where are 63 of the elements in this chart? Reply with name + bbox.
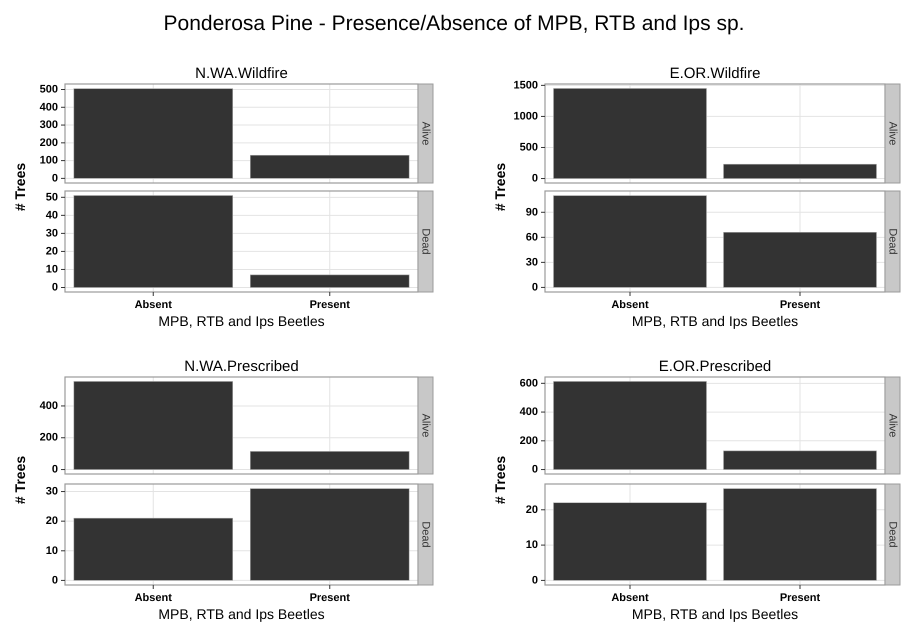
- chart-title: N.WA.Prescribed: [184, 358, 299, 375]
- x-tick-label: Present: [780, 299, 821, 311]
- y-tick-label: 20: [46, 515, 58, 528]
- x-tick-label: Absent: [611, 592, 649, 604]
- y-tick-label: 200: [520, 434, 538, 447]
- y-tick-label: 60: [526, 231, 538, 244]
- y-tick-label: 0: [532, 574, 538, 586]
- text: Dead: [886, 521, 898, 548]
- y-tick-label: 0: [52, 574, 58, 586]
- chart-title: E.OR.Wildfire: [670, 65, 760, 82]
- y-tick-label: 10: [46, 263, 58, 276]
- x-tick-label: Present: [310, 592, 350, 604]
- y-tick-label: 300: [40, 119, 58, 132]
- y-tick-label: 40: [46, 209, 58, 222]
- y-tick-label: 10: [526, 539, 538, 552]
- text: Alive: [886, 122, 898, 146]
- y-tick-label: 10: [46, 544, 58, 557]
- y-tick-label: 0: [532, 464, 538, 476]
- y-tick-label: 200: [40, 432, 58, 444]
- y-tick-label: 500: [520, 141, 538, 154]
- y-tick-label: 0: [52, 172, 58, 184]
- y-axis-title: # Trees: [492, 162, 508, 212]
- text: Dead: [886, 228, 898, 255]
- text: Alive: [420, 122, 432, 146]
- x-axis-title: MPB, RTB and Ips Beetles: [632, 313, 798, 329]
- chart-title: N.WA.Wildfire: [195, 65, 288, 82]
- y-tick-label: 400: [40, 400, 58, 412]
- x-axis-title: MPB, RTB and Ips Beetles: [158, 606, 325, 622]
- y-tick-label: 100: [40, 154, 58, 167]
- y-tick-label: 1000: [514, 110, 538, 122]
- y-tick-label: 30: [46, 486, 58, 498]
- y-tick-label: 600: [520, 377, 538, 390]
- y-tick-label: 20: [46, 245, 58, 258]
- y-tick-label: 400: [40, 101, 58, 114]
- x-tick-label: Present: [310, 299, 350, 311]
- y-tick-label: 20: [526, 504, 538, 516]
- text: Alive: [420, 414, 432, 438]
- y-tick-label: 90: [526, 206, 538, 218]
- y-axis-title: # Trees: [12, 162, 28, 212]
- y-tick-label: 50: [46, 191, 58, 204]
- y-tick-label: 1500: [514, 79, 538, 92]
- y-tick-label: 200: [40, 136, 58, 149]
- y-tick-label: 30: [46, 227, 58, 240]
- chart-title: E.OR.Prescribed: [658, 358, 772, 375]
- x-tick-label: Absent: [611, 299, 649, 311]
- y-tick-label: 0: [52, 464, 58, 476]
- y-tick-label: 500: [40, 84, 58, 96]
- y-tick-label: 0: [532, 281, 538, 294]
- y-tick-label: 30: [526, 256, 538, 268]
- y-tick-label: 0: [52, 281, 58, 294]
- x-tick-label: Present: [780, 592, 821, 604]
- text: Dead: [420, 521, 432, 548]
- y-tick-label: 400: [520, 406, 538, 418]
- y-axis-title: # Trees: [492, 456, 508, 504]
- x-axis-title: MPB, RTB and Ips Beetles: [158, 313, 325, 329]
- x-tick-label: Absent: [134, 592, 172, 604]
- text: Alive: [886, 414, 898, 438]
- y-tick-label: 0: [532, 172, 538, 185]
- x-tick-label: Absent: [134, 299, 172, 311]
- y-axis-title: # Trees: [12, 456, 28, 504]
- text: Dead: [420, 228, 432, 255]
- x-axis-title: MPB, RTB and Ips Beetles: [632, 606, 798, 622]
- text: Ponderosa Pine - Presence/Absence of MPB, RTB and Ips sp.: [164, 12, 744, 35]
